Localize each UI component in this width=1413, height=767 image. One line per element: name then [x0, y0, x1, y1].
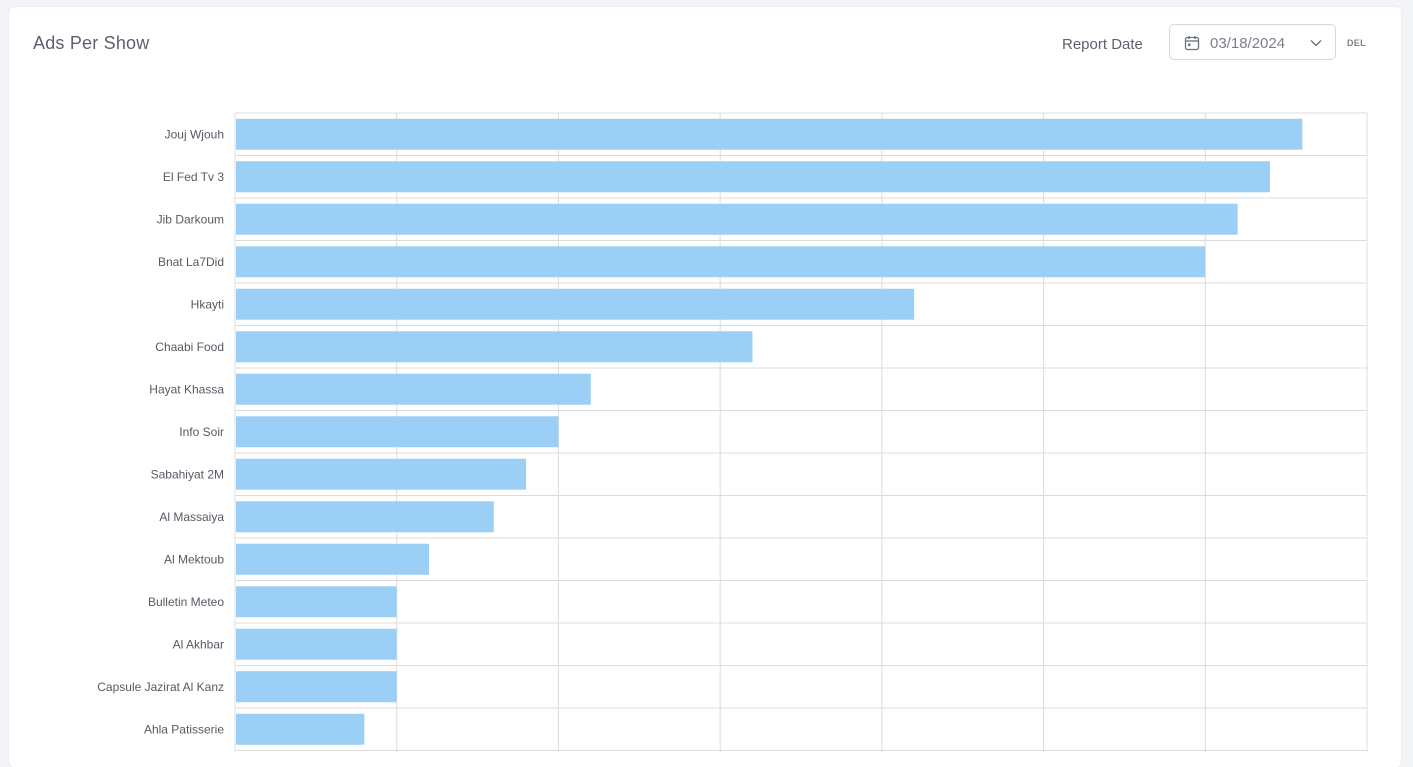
category-label: Bnat La7Did	[158, 255, 224, 269]
category-label: Info Soir	[179, 425, 224, 439]
category-label: Jouj Wjouh	[165, 127, 224, 141]
date-value: 03/18/2024	[1210, 35, 1286, 52]
bar-al-massaiya[interactable]	[236, 501, 494, 533]
report-date-picker[interactable]: 03/18/2024	[1169, 24, 1336, 60]
bar-capsule-jazirat-al-kanz[interactable]	[236, 671, 397, 703]
bar-chaabi-food[interactable]	[236, 331, 753, 363]
bar-jib-darkoum[interactable]	[236, 203, 1238, 235]
chart-title: Ads Per Show	[33, 33, 150, 53]
bar-ahla-patisserie[interactable]	[236, 713, 365, 745]
category-label: El Fed Tv 3	[163, 170, 224, 184]
category-label: Jib Darkoum	[157, 212, 224, 226]
category-label: Al Massaiya	[159, 510, 224, 524]
bar-al-akhbar[interactable]	[236, 628, 397, 660]
bar-jouj-wjouh[interactable]	[236, 118, 1303, 150]
bar-info-soir[interactable]	[236, 416, 559, 448]
chevron-down-icon	[1310, 40, 1322, 47]
bar-hkayti[interactable]	[236, 288, 915, 320]
report-date-label: Report Date	[1062, 36, 1143, 53]
bar-sabahiyat-2m[interactable]	[236, 458, 527, 490]
category-label: Sabahiyat 2M	[151, 467, 224, 481]
category-label: Chaabi Food	[155, 340, 224, 354]
category-label: Ahla Patisserie	[144, 722, 224, 736]
category-label: Hayat Khassa	[149, 382, 224, 396]
bar-bnat-la7did[interactable]	[236, 246, 1206, 278]
del-button[interactable]: DEL	[1347, 38, 1366, 48]
calendar-icon	[1184, 36, 1200, 51]
bar-bulletin-meteo[interactable]	[236, 586, 397, 618]
category-label: Al Akhbar	[173, 637, 224, 651]
bar-el-fed-tv-3[interactable]	[236, 161, 1270, 193]
category-label: Al Mektoub	[164, 552, 224, 566]
category-label: Capsule Jazirat Al Kanz	[97, 680, 224, 694]
bar-al-mektoub[interactable]	[236, 543, 430, 575]
category-label: Hkayti	[191, 297, 224, 311]
category-label: Bulletin Meteo	[148, 595, 224, 609]
bar-hayat-khassa[interactable]	[236, 373, 591, 405]
